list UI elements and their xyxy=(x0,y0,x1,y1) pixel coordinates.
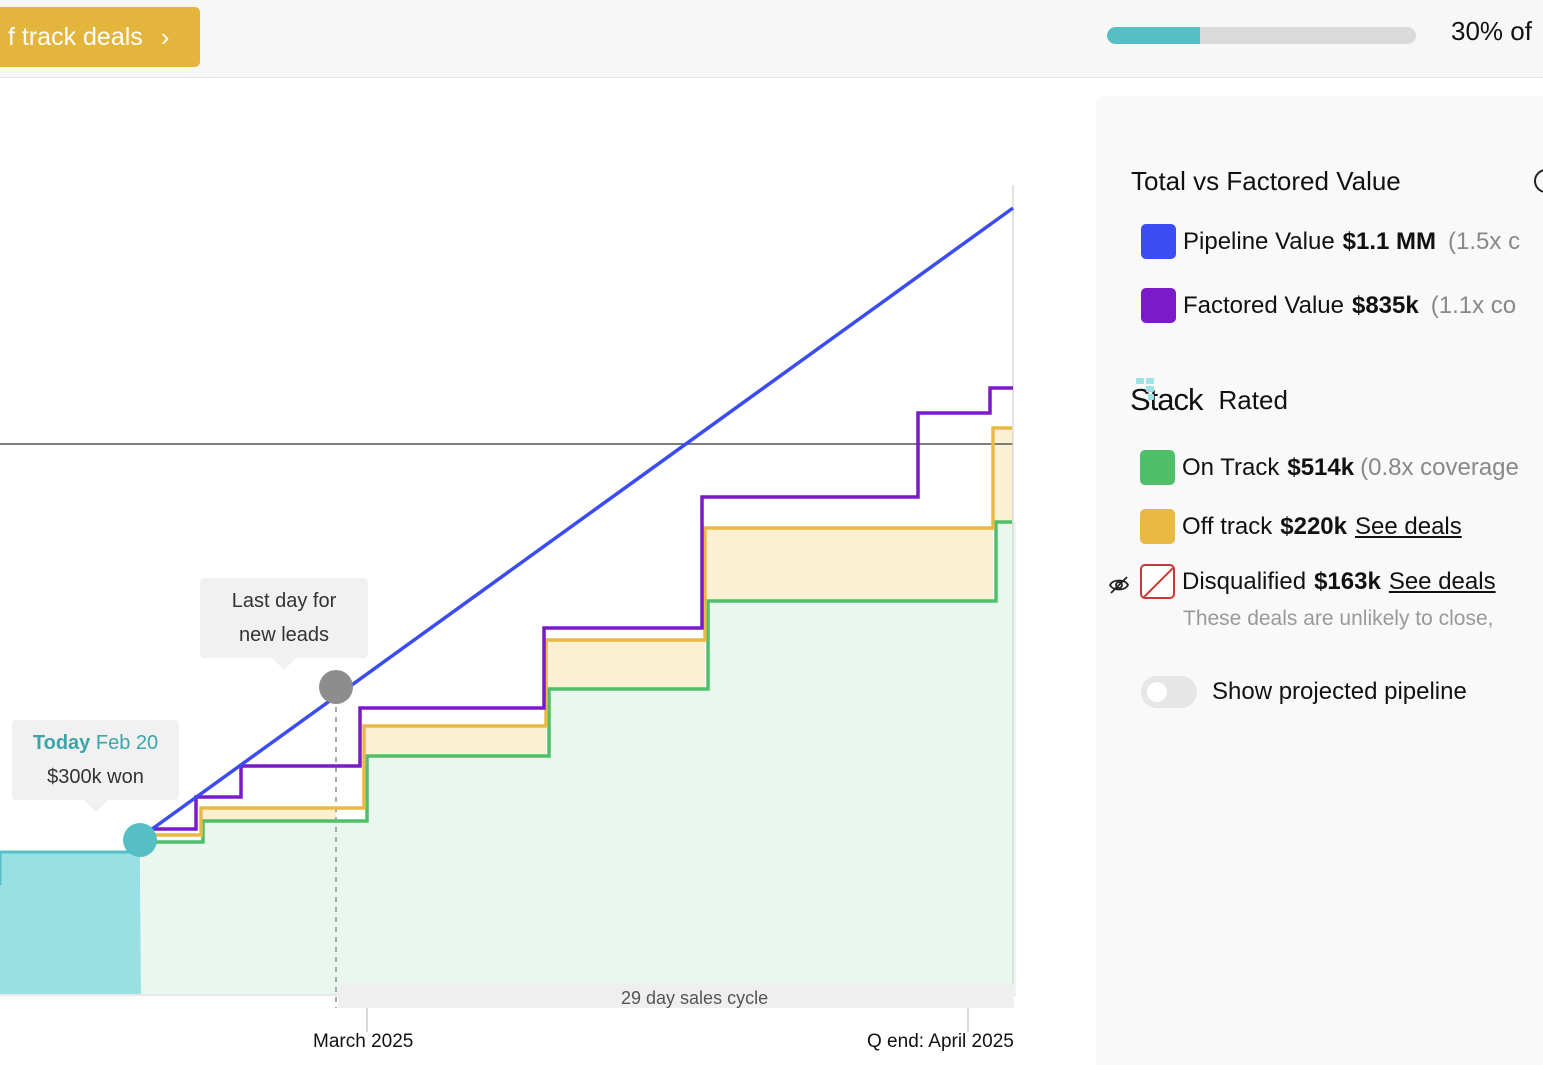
chevron-right-icon: › xyxy=(160,21,170,52)
won-area xyxy=(0,852,141,995)
legend-off-track: Off track $220k See deals xyxy=(1140,509,1462,544)
projected-pipeline-label: Show projected pipeline xyxy=(1212,678,1467,705)
disqualified-swatch xyxy=(1140,564,1175,599)
factored-coverage: (1.1x co xyxy=(1430,291,1517,319)
pipeline-value-line xyxy=(139,206,1015,839)
pipeline-chart: Today Feb 20 $300k won Last day for new … xyxy=(0,90,1090,1065)
sales-cycle-band xyxy=(338,984,1014,1008)
factored-value-line xyxy=(141,386,1013,831)
quota-progress-bar xyxy=(1107,27,1416,44)
info-icon[interactable] xyxy=(1534,169,1543,193)
won-line xyxy=(0,850,140,885)
today-tooltip: Today Feb 20 $300k won xyxy=(12,720,179,812)
stack-rated-heading: Stack Rated xyxy=(1130,378,1288,418)
x-tick-qend: Q end: April 2025 xyxy=(867,1031,1014,1052)
pipeline-chart-svg xyxy=(0,185,1016,1032)
legend-on-track: On Track $514k (0.8x coverage xyxy=(1140,450,1519,485)
factored-label: Factored Value xyxy=(1183,291,1344,319)
off-track-band xyxy=(993,428,1013,522)
today-date: Feb 20 xyxy=(95,732,159,754)
off-track-deals-label: f track deals xyxy=(8,22,143,51)
last-day-marker[interactable] xyxy=(319,670,353,704)
on-track-coverage: (0.8x coverage xyxy=(1360,453,1519,481)
last-day-line2: new leads xyxy=(238,624,330,646)
on-track-swatch xyxy=(1140,450,1175,485)
factored-value: $835k xyxy=(1351,291,1419,319)
quota-progress-text: 30% of xyxy=(1451,16,1532,46)
off-track-see-deals-link[interactable]: See deals xyxy=(1355,512,1462,540)
off-track-band xyxy=(364,726,546,756)
on-track-label: On Track xyxy=(1182,453,1280,481)
toggle-knob xyxy=(1147,682,1167,702)
sales-cycle-label: 29 day sales cycle xyxy=(621,988,769,1008)
stack-logo-icon xyxy=(1136,378,1154,400)
disqualified-note: These deals are unlikely to close, xyxy=(1183,607,1494,630)
stack-logo: Stack xyxy=(1130,382,1204,417)
legend-pipeline: Pipeline Value $1.1 MM (1.5x c xyxy=(1141,224,1520,259)
projected-pipeline-toggle-row: Show projected pipeline xyxy=(1141,676,1467,708)
last-day-line1: Last day for xyxy=(231,590,337,612)
eye-slash-icon[interactable] xyxy=(1108,574,1130,596)
off-track-band xyxy=(705,528,993,601)
off-track-value: $220k xyxy=(1280,512,1347,540)
pipeline-value: $1.1 MM xyxy=(1342,227,1437,255)
pipeline-swatch xyxy=(1141,224,1176,259)
last-day-tooltip: Last day for new leads xyxy=(200,578,368,670)
rated-label: Rated xyxy=(1218,384,1288,415)
off-track-swatch xyxy=(1140,509,1175,544)
legend-disqualified: Disqualified $163k See deals xyxy=(1140,564,1496,599)
on-track-line xyxy=(141,520,1012,844)
quota-progress-fill xyxy=(1107,27,1200,44)
x-tick-march: March 2025 xyxy=(313,1031,414,1052)
won-amount: $300k won xyxy=(47,766,144,788)
on-track-area xyxy=(141,522,1016,995)
disqualified-see-deals-link[interactable]: See deals xyxy=(1388,567,1496,595)
projected-pipeline-toggle[interactable] xyxy=(1141,676,1197,708)
on-track-value: $514k xyxy=(1287,453,1355,481)
top-bar: f track deals › 30% of xyxy=(0,0,1543,78)
off-track-deals-button[interactable]: f track deals › xyxy=(0,7,200,67)
off-track-label: Off track xyxy=(1182,512,1273,540)
disqualified-label: Disqualified xyxy=(1182,567,1307,595)
legend-factored: Factored Value $835k (1.1x co xyxy=(1141,288,1516,323)
value-panel: Total vs Factored Value Pipeline Value $… xyxy=(1096,96,1543,1065)
pipeline-label: Pipeline Value xyxy=(1183,227,1335,255)
factored-swatch xyxy=(1141,288,1176,323)
pipeline-coverage: (1.5x c xyxy=(1448,227,1521,255)
today-marker[interactable] xyxy=(123,823,157,857)
off-track-band xyxy=(546,640,705,689)
panel-title: Total vs Factored Value xyxy=(1131,166,1401,196)
off-track-line xyxy=(141,426,1012,837)
off-track-band xyxy=(203,808,336,821)
today-label: Today xyxy=(32,732,91,754)
disqualified-value: $163k xyxy=(1314,567,1381,595)
